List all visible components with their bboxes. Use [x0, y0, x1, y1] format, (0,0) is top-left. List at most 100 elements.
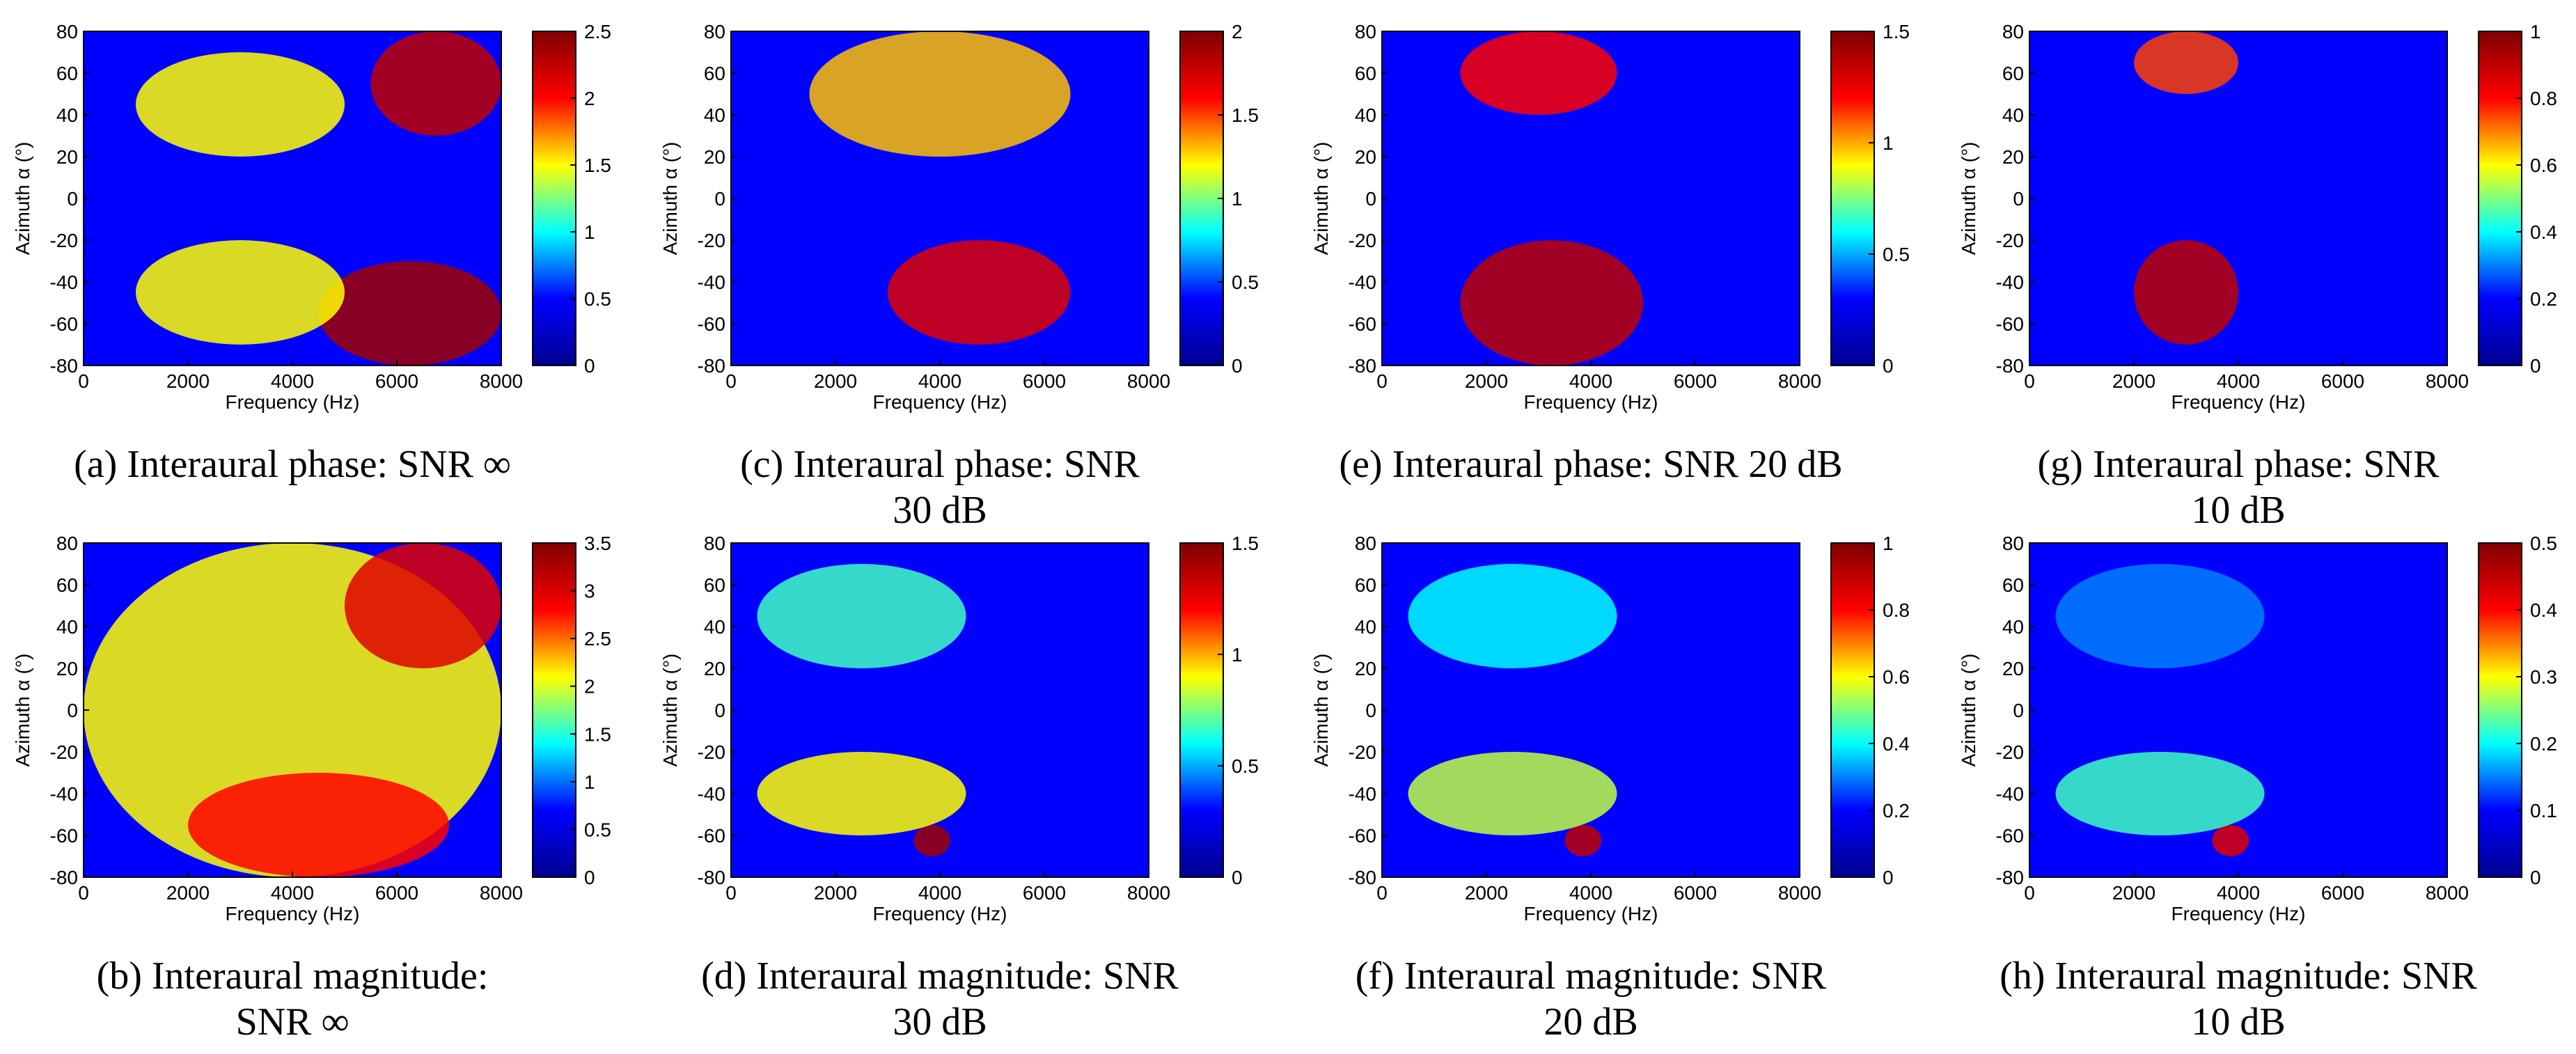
colorbar-tick-label: 0.2	[1883, 800, 1910, 821]
y-tick-label: 80	[2002, 533, 2024, 554]
heatmap-hot-region	[2055, 564, 2265, 668]
colorbar-tick-label: 1	[584, 771, 595, 793]
y-tick-label: 20	[56, 658, 78, 679]
x-tick-label: 4000	[1569, 882, 1612, 904]
y-tick-label: -80	[50, 867, 78, 888]
colorbar-tick-label: 1.5	[584, 155, 611, 176]
y-tick-label: -20	[1996, 230, 2024, 251]
colorbar-tick-label: 2	[1232, 21, 1243, 42]
panel-caption: (a) Interaural phase: SNR ∞	[74, 443, 511, 486]
panel-h: 0 2000 4000 6000 8000 -80 -60 -40 -20 0 20 40 60 80 Fr…	[1958, 533, 2557, 1044]
y-tick-label: 40	[2002, 104, 2024, 126]
panel-caption: 30 dB	[893, 1000, 987, 1044]
panel-caption: (c) Interaural phase: SNR	[740, 443, 1140, 486]
x-tick-label: 6000	[1023, 882, 1066, 904]
x-tick-label: 8000	[1778, 882, 1821, 904]
colorbar	[532, 542, 576, 878]
colorbar-tick-label: 0	[1883, 355, 1894, 377]
y-tick-label: 0	[714, 188, 725, 210]
x-tick-label: 6000	[375, 370, 418, 392]
colorbar-tick-label: 1.5	[1883, 21, 1910, 42]
y-tick-label: -40	[1349, 272, 1376, 293]
x-axis-label: Frequency (Hz)	[1524, 903, 1658, 925]
colorbar-tick-label: 1	[1883, 132, 1894, 154]
x-tick-label: 2000	[166, 882, 210, 904]
heatmap-hot-region	[888, 240, 1071, 345]
y-axis-label: Azimuth α (°)	[1310, 654, 1332, 767]
colorbar-tick-label: 0.6	[2530, 155, 2557, 176]
panel-caption: (g) Interaural phase: SNR	[2038, 443, 2440, 486]
heatmap-hot-region	[345, 543, 501, 668]
panel-caption: 10 dB	[2191, 1000, 2285, 1044]
y-tick-label: -20	[50, 230, 78, 251]
colorbar-tick-label: 0	[1232, 867, 1243, 888]
y-tick-label: 40	[704, 616, 725, 638]
y-tick-label: 80	[1355, 21, 1376, 42]
y-axis-label: Azimuth α (°)	[12, 654, 33, 767]
colorbar-tick-label: 0	[1232, 355, 1243, 377]
panel-caption: (e) Interaural phase: SNR 20 dB	[1339, 443, 1842, 486]
x-tick-label: 2000	[814, 882, 857, 904]
x-tick-label: 0	[2024, 882, 2035, 904]
heatmap-hot-region	[1460, 240, 1643, 365]
heatmap-hot-region	[757, 752, 966, 835]
y-tick-label: 80	[56, 533, 78, 554]
y-axis-label: Azimuth α (°)	[1310, 142, 1332, 255]
x-tick-label: 4000	[2217, 882, 2260, 904]
colorbar-tick-label: 1	[1883, 533, 1894, 554]
panel-g: 0 2000 4000 6000 8000 -80 -60 -40 -20 0 20 40 60 80 Fr…	[1958, 21, 2557, 532]
panel-caption: 20 dB	[1544, 1000, 1638, 1044]
heatmap-cells	[2134, 31, 2238, 345]
y-tick-label: -60	[1996, 825, 2024, 847]
colorbar-tick-label: 0.6	[1883, 666, 1910, 688]
heatmap-background	[2029, 31, 2447, 365]
colorbar-tick-label: 1.5	[1232, 533, 1259, 554]
x-axis-label: Frequency (Hz)	[873, 903, 1007, 925]
y-axis-label: Azimuth α (°)	[1958, 142, 1979, 255]
x-tick-label: 0	[2024, 370, 2035, 392]
heatmap-cells	[136, 31, 501, 365]
y-tick-label: -60	[1996, 313, 2024, 335]
colorbar-tick-label: 1	[1232, 188, 1243, 210]
x-tick-label: 6000	[1674, 370, 1717, 392]
colorbar-tick-label: 3.5	[584, 533, 611, 554]
heatmap-hot-region	[2134, 31, 2238, 94]
y-tick-label: 20	[704, 146, 725, 168]
x-tick-label: 0	[78, 370, 89, 392]
y-tick-label: -60	[50, 825, 78, 847]
heatmap-hot-region	[1460, 31, 1617, 115]
heatmap-cells	[2055, 564, 2265, 856]
colorbar-tick-label: 1	[1232, 644, 1243, 666]
colorbar-tick-label: 0	[584, 355, 595, 377]
y-tick-label: -80	[698, 867, 725, 888]
y-tick-label: 60	[1355, 574, 1376, 596]
panel-caption: (b) Interaural magnitude:	[97, 954, 489, 998]
y-tick-label: -40	[1349, 783, 1376, 805]
y-tick-label: 40	[2002, 616, 2024, 638]
colorbar-tick-label: 1.5	[1232, 104, 1259, 126]
heatmap-cells	[1408, 564, 1617, 856]
colorbar-tick-label: 0	[1883, 867, 1894, 888]
x-axis-label: Frequency (Hz)	[226, 391, 360, 413]
heatmap-cells	[84, 543, 501, 877]
colorbar-tick-label: 0.8	[1883, 599, 1910, 621]
y-tick-label: -20	[698, 230, 725, 251]
x-tick-label: 0	[78, 882, 89, 904]
y-tick-label: 40	[56, 104, 78, 126]
colorbar	[1830, 542, 1875, 878]
y-tick-label: 60	[56, 574, 78, 596]
y-tick-label: -80	[1349, 355, 1376, 377]
colorbar-tick-label: 0.2	[2530, 288, 2557, 310]
panel-e: 0 2000 4000 6000 8000 -80 -60 -40 -20 0 20 40 60 80 Fr…	[1310, 21, 1910, 486]
x-tick-label: 0	[725, 370, 737, 392]
colorbar-tick-label: 2.5	[584, 628, 611, 650]
colorbar	[2478, 31, 2522, 366]
y-tick-label: 20	[1355, 146, 1376, 168]
colorbar	[1179, 31, 1224, 366]
x-tick-label: 6000	[375, 882, 418, 904]
x-tick-label: 8000	[480, 370, 523, 392]
y-tick-label: 0	[67, 700, 78, 721]
colorbar-tick-label: 2	[584, 88, 595, 109]
y-tick-label: -60	[50, 313, 78, 335]
